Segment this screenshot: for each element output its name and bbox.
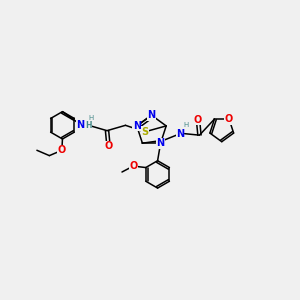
- Text: O: O: [194, 115, 202, 125]
- Text: N: N: [157, 138, 165, 148]
- Text: H: H: [88, 115, 93, 121]
- Text: N: N: [76, 120, 85, 130]
- Text: N: N: [176, 129, 184, 139]
- Text: H: H: [85, 121, 92, 130]
- Text: N: N: [147, 110, 155, 120]
- Text: O: O: [225, 114, 233, 124]
- Text: O: O: [104, 141, 112, 151]
- Text: N: N: [133, 121, 141, 131]
- Text: O: O: [129, 161, 137, 171]
- Text: O: O: [58, 145, 66, 155]
- Text: S: S: [141, 127, 148, 137]
- Text: H: H: [184, 122, 189, 128]
